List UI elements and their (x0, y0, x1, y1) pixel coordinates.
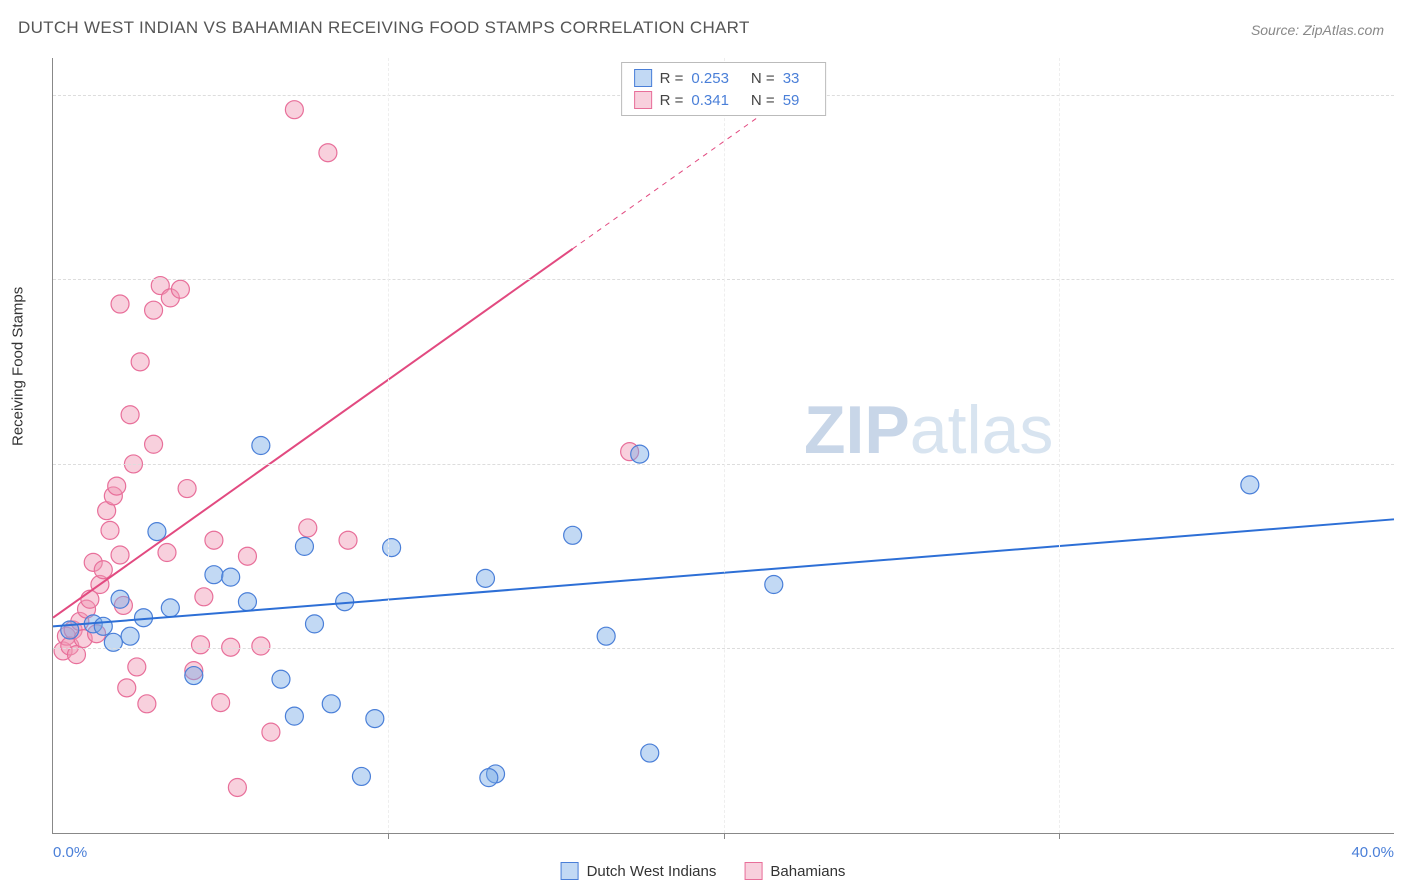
scatter-point (480, 769, 498, 787)
scatter-point (305, 615, 323, 633)
x-tick-mark (388, 833, 389, 839)
chart-title: DUTCH WEST INDIAN VS BAHAMIAN RECEIVING … (18, 18, 750, 38)
y-axis-label: Receiving Food Stamps (10, 287, 27, 446)
scatter-point (121, 406, 139, 424)
y-tick-label: 30.0% (1399, 455, 1406, 472)
scatter-point (272, 670, 290, 688)
scatter-point (222, 568, 240, 586)
legend-r-prefix: R = (660, 70, 684, 87)
legend-item: Bahamians (744, 862, 845, 880)
scatter-point (205, 531, 223, 549)
legend-series-label: Dutch West Indians (587, 863, 717, 880)
legend-r-prefix: R = (660, 92, 684, 109)
scatter-point (295, 537, 313, 555)
x-tick-mark (724, 833, 725, 839)
scatter-point (352, 767, 370, 785)
scatter-point (1241, 476, 1259, 494)
scatter-point (128, 658, 146, 676)
y-tick-label: 60.0% (1399, 86, 1406, 103)
gridline-vertical (388, 58, 389, 833)
correlation-legend-row: R = 0.253 N = 33 (634, 67, 814, 89)
scatter-point (161, 599, 179, 617)
scatter-point (145, 435, 163, 453)
scatter-point (171, 280, 189, 298)
scatter-point (238, 547, 256, 565)
scatter-point (238, 593, 256, 611)
x-tick-label: 40.0% (1351, 844, 1394, 861)
scatter-point (185, 667, 203, 685)
correlation-legend: R = 0.253 N = 33 R = 0.341 N = 59 (621, 62, 827, 116)
scatter-point (339, 531, 357, 549)
scatter-point (111, 546, 129, 564)
scatter-point (195, 588, 213, 606)
correlation-legend-row: R = 0.341 N = 59 (634, 89, 814, 111)
scatter-point (366, 710, 384, 728)
scatter-point (148, 523, 166, 541)
legend-n-value: 33 (783, 70, 800, 87)
scatter-point (285, 101, 303, 119)
gridline-vertical (1059, 58, 1060, 833)
scatter-point (285, 707, 303, 725)
scatter-point (383, 539, 401, 557)
scatter-point (299, 519, 317, 537)
series-legend: Dutch West Indians Bahamians (561, 862, 846, 880)
x-tick-mark (1059, 833, 1060, 839)
scatter-point (94, 617, 112, 635)
scatter-point (765, 576, 783, 594)
scatter-point (641, 744, 659, 762)
scatter-point (476, 569, 494, 587)
scatter-point (319, 144, 337, 162)
scatter-point (222, 638, 240, 656)
scatter-point (101, 521, 119, 539)
scatter-point (597, 627, 615, 645)
scatter-point (252, 437, 270, 455)
scatter-point (564, 526, 582, 544)
scatter-point (262, 723, 280, 741)
scatter-point (212, 694, 230, 712)
legend-item: Dutch West Indians (561, 862, 717, 880)
source-label: Source: ZipAtlas.com (1251, 22, 1384, 38)
x-tick-label: 0.0% (53, 844, 87, 861)
scatter-point (138, 695, 156, 713)
scatter-point (108, 477, 126, 495)
scatter-point (111, 590, 129, 608)
scatter-point (118, 679, 136, 697)
scatter-point (158, 544, 176, 562)
scatter-point (228, 778, 246, 796)
legend-series-label: Bahamians (770, 863, 845, 880)
scatter-point (192, 636, 210, 654)
legend-swatch-icon (634, 69, 652, 87)
chart-plot-area: ZIPatlas R = 0.253 N = 33 R = 0.341 N = … (52, 58, 1394, 834)
legend-swatch-icon (634, 91, 652, 109)
legend-swatch-icon (744, 862, 762, 880)
scatter-point (131, 353, 149, 371)
legend-r-value: 0.253 (691, 70, 729, 87)
trend-line (53, 249, 573, 618)
scatter-point (322, 695, 340, 713)
legend-swatch-icon (561, 862, 579, 880)
y-tick-label: 45.0% (1399, 271, 1406, 288)
legend-r-value: 0.341 (691, 92, 729, 109)
scatter-point (205, 566, 223, 584)
scatter-point (121, 627, 139, 645)
y-tick-label: 15.0% (1399, 640, 1406, 657)
scatter-point (94, 561, 112, 579)
gridline-vertical (724, 58, 725, 833)
scatter-point (178, 480, 196, 498)
scatter-point (631, 445, 649, 463)
legend-n-prefix: N = (751, 92, 775, 109)
legend-n-value: 59 (783, 92, 800, 109)
scatter-point (145, 301, 163, 319)
scatter-point (252, 637, 270, 655)
legend-n-prefix: N = (751, 70, 775, 87)
scatter-point (111, 295, 129, 313)
